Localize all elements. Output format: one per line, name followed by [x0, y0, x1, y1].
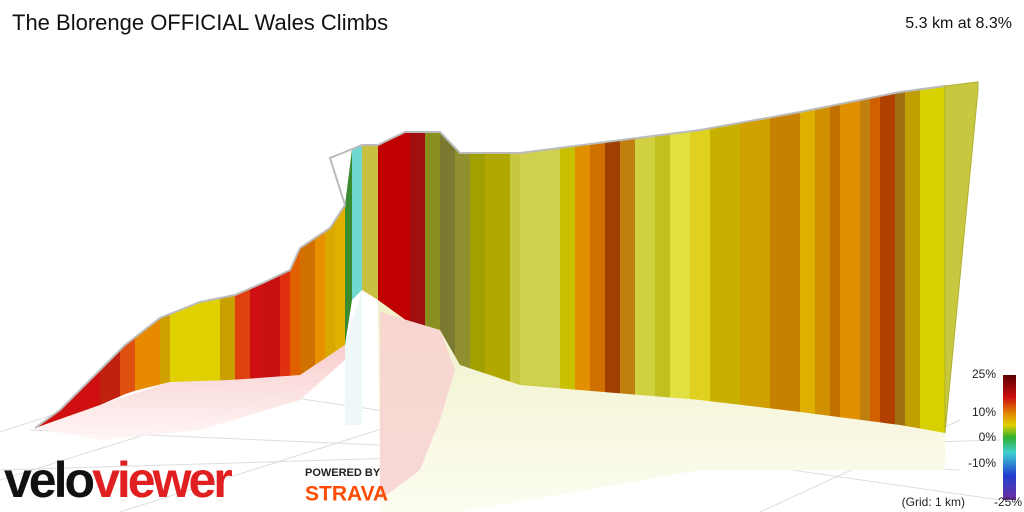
profile-strip — [300, 238, 315, 375]
powered-by: POWERED BY — [305, 467, 381, 479]
profile-strip — [815, 106, 830, 416]
profile-strip — [290, 248, 300, 376]
logo: veloviewer — [4, 452, 232, 508]
profile-strip — [655, 133, 670, 398]
profile-strip — [670, 131, 690, 400]
profile-strip — [470, 153, 485, 374]
profile-strip — [362, 145, 378, 300]
profile-strip — [575, 144, 590, 391]
profile-strip — [100, 350, 120, 405]
profile-strip — [262, 274, 280, 378]
profile-strip — [235, 288, 250, 380]
profile-strip — [170, 298, 220, 382]
profile-strip — [160, 314, 170, 385]
scale-labels: 25% 10% 0% -10% -25% (Grid: 1 km) — [902, 367, 1023, 509]
profile-strip — [520, 147, 560, 389]
scale-label: 25% — [972, 367, 996, 381]
profile-strip — [485, 153, 510, 382]
profile-strip — [635, 135, 655, 397]
profile-strip — [800, 109, 815, 414]
profile-strip — [895, 91, 905, 426]
profile-strip — [378, 132, 410, 321]
reflection — [35, 290, 945, 512]
profile-strip — [250, 283, 262, 379]
profile-strip — [690, 128, 710, 402]
profile-edge — [34, 85, 946, 429]
profile-strip — [345, 149, 352, 345]
profile-strip — [920, 86, 945, 433]
profile-strip — [410, 132, 425, 326]
profile-strip — [770, 112, 800, 412]
profile-strip — [120, 337, 135, 397]
scale-label: -25% — [994, 495, 1022, 509]
grid-note: (Grid: 1 km) — [902, 495, 965, 509]
profile-strip — [352, 145, 362, 300]
summary: 5.3 km at 8.3% — [905, 15, 1012, 32]
profile-strip — [35, 370, 100, 428]
profile-strip — [620, 138, 635, 395]
profile-strip — [710, 122, 740, 405]
profile-strip — [880, 93, 895, 425]
profile-strip — [325, 220, 335, 359]
profile-strip — [335, 205, 345, 352]
profile-strip — [455, 147, 470, 369]
profile-strip — [840, 100, 860, 420]
title: The Blorenge OFFICIAL Wales Climbs — [12, 10, 388, 35]
profile-strip — [440, 132, 455, 357]
scale-label: -10% — [968, 456, 996, 470]
profile-strip — [315, 231, 325, 365]
profile-strip — [560, 145, 575, 390]
gradient-scale — [1003, 375, 1016, 500]
profile-strip — [905, 89, 920, 429]
profile-strip — [220, 295, 235, 381]
profile-strip — [590, 142, 605, 393]
profile-strip — [830, 104, 840, 418]
profile-strip — [870, 96, 880, 423]
scale-label: 10% — [972, 405, 996, 419]
profile-strip — [425, 132, 440, 330]
profile-strip — [740, 117, 770, 409]
profile-wall — [34, 85, 946, 433]
partner-logo: STRAVA — [305, 483, 388, 506]
profile-strip — [605, 140, 620, 394]
profile-strip — [860, 98, 870, 422]
profile-strip — [135, 318, 160, 391]
scale-label: 0% — [979, 430, 997, 444]
profile-strip — [510, 153, 520, 385]
profile-strip — [280, 270, 290, 377]
wall-end — [944, 81, 979, 434]
